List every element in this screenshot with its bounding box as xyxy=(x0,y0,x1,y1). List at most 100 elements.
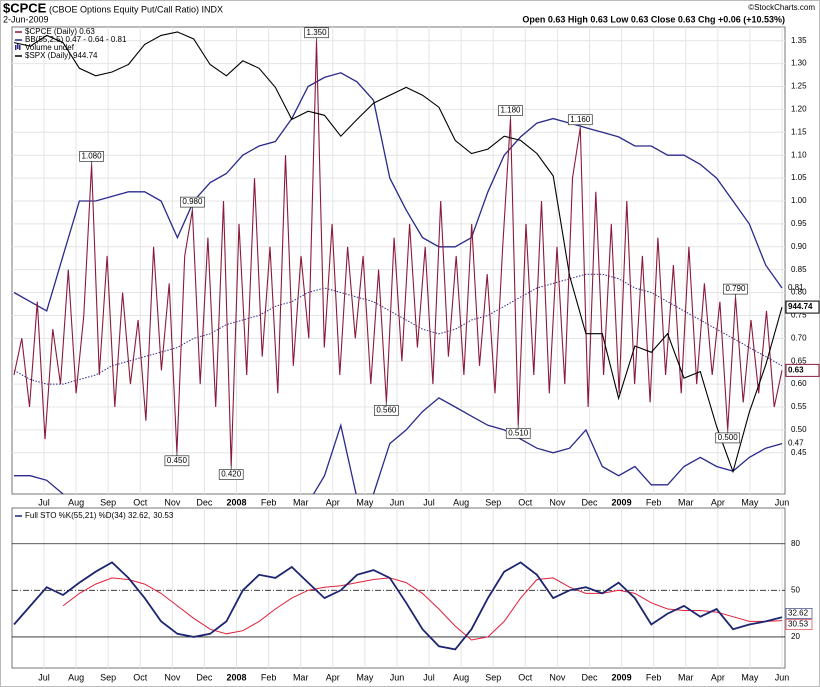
y-tick-label: 20 xyxy=(791,632,800,641)
y-tick-label: 1.35 xyxy=(791,36,807,45)
symbol: $CPCE xyxy=(3,0,47,15)
y-tick-label: 0.75 xyxy=(791,311,807,320)
value-label-box xyxy=(715,432,741,444)
value-label-box xyxy=(567,114,593,126)
quote: Open 0.63 High 0.63 Low 0.63 Close 0.63 … xyxy=(522,14,785,24)
value-label: 0.500 xyxy=(718,433,739,442)
y-tick-label: 0.70 xyxy=(791,333,807,342)
legend-label: $SPX (Daily) 944.74 xyxy=(25,51,98,60)
x-tick-label: Jul xyxy=(423,497,435,507)
x-tick-label: Oct xyxy=(133,497,148,507)
x-tick-label: Nov xyxy=(549,497,566,507)
x-tick-label: Feb xyxy=(646,497,662,507)
x-tick-label: 2009 xyxy=(612,497,632,507)
x-tick-label: Dec xyxy=(581,497,598,507)
y-tick-label: 1.00 xyxy=(791,196,807,205)
x-tick-label: Mar xyxy=(293,497,309,507)
y-tick-label: 0.80 xyxy=(791,288,807,297)
x-tick-label: May xyxy=(356,497,374,507)
value-label-box xyxy=(180,196,205,208)
y-tick-label: 1.05 xyxy=(791,173,807,182)
value-label-box xyxy=(374,405,399,416)
x-tick-label: Apr xyxy=(711,497,725,507)
x-tick-label: Jul xyxy=(423,672,435,682)
x-tick-label: Nov xyxy=(549,672,566,682)
y-tick-label: 0.90 xyxy=(791,242,807,251)
y-tick-label: 80 xyxy=(791,539,800,548)
value-label: 0.510 xyxy=(508,428,529,437)
value-label: 1.350 xyxy=(307,28,328,37)
x-tick-label: 2009 xyxy=(612,672,632,682)
legend-label: BB(55,2.5) 0.47 - 0.64 - 0.81 xyxy=(25,35,127,44)
x-tick-label: Mar xyxy=(678,497,694,507)
y-tick-label: 1.25 xyxy=(791,82,807,91)
x-tick-label: 2008 xyxy=(227,497,247,507)
y-tick-label: 0.55 xyxy=(791,402,807,411)
x-tick-label: Dec xyxy=(196,497,213,507)
value-label-box xyxy=(164,455,190,467)
y-tick-label: 0.60 xyxy=(791,379,807,388)
description: (CBOE Options Equity Put/Call Ratio) IND… xyxy=(49,4,223,14)
legend-label: Volume undef xyxy=(25,43,75,52)
y-tick-label: 1.30 xyxy=(791,59,807,68)
chart-layer: Jul Aug Sep Oct Nov Dec 2008 Feb Mar Apr May Jun Jul… xyxy=(12,27,820,682)
x-tick-label: Aug xyxy=(453,497,469,507)
x-tick-label: Sep xyxy=(485,497,501,507)
legend-icon xyxy=(19,45,21,50)
value-label: 0.790 xyxy=(725,284,746,293)
x-tick-label: Jul xyxy=(38,497,50,507)
value-label-box xyxy=(723,283,748,295)
y-tick-label: 0.95 xyxy=(791,219,807,228)
x-tick-label: Sep xyxy=(485,672,501,682)
x-tick-label: Jun xyxy=(390,672,405,682)
value-label: 0.560 xyxy=(376,406,397,415)
end-tag: 944.74 xyxy=(788,302,813,311)
x-tick-label: Mar xyxy=(293,672,309,682)
x-tick-label: Apr xyxy=(326,672,340,682)
sto-series xyxy=(13,561,783,651)
x-tick-label: Sep xyxy=(100,672,116,682)
y-tick-label: 0.50 xyxy=(791,425,807,434)
x-tick-label: Jun xyxy=(390,497,405,507)
x-tick-label: Feb xyxy=(646,672,662,682)
value-label-box xyxy=(505,427,531,439)
sto-plot-area xyxy=(11,507,786,669)
x-tick-label: Dec xyxy=(581,672,598,682)
sto-title: Full STO %K(55,21) %D(34) 32.62, xyxy=(25,511,150,520)
value-label-box xyxy=(304,27,329,39)
value-label: 0.420 xyxy=(221,470,242,479)
value-label-box xyxy=(498,105,523,116)
value-label-box xyxy=(218,469,244,480)
x-tick-label: Dec xyxy=(196,672,213,682)
sto-line xyxy=(62,577,783,641)
sto-title-d: 30.53 xyxy=(153,511,174,520)
end-tag-box xyxy=(785,608,813,619)
end-tag-box xyxy=(785,300,820,314)
value-label: 1.080 xyxy=(82,151,103,160)
x-tick-label: May xyxy=(741,672,759,682)
x-tick-label: Oct xyxy=(518,672,533,682)
x-tick-label: Oct xyxy=(518,497,533,507)
main-series xyxy=(13,31,783,494)
x-tick-label: Jun xyxy=(775,672,790,682)
value-label: 1.180 xyxy=(500,106,521,115)
sto-line xyxy=(13,561,783,651)
x-tick-label: Nov xyxy=(164,672,181,682)
legend-icon xyxy=(17,44,19,49)
main-plot-area xyxy=(11,26,786,495)
series-line xyxy=(13,40,783,467)
x-tick-label: Apr xyxy=(326,497,340,507)
x-tick-label: Feb xyxy=(261,672,277,682)
value-label-box xyxy=(79,151,104,162)
x-tick-label: Aug xyxy=(68,672,84,682)
value-label: 0.980 xyxy=(182,197,203,206)
x-tick-label: Oct xyxy=(133,672,148,682)
end-tag: 0.81 xyxy=(788,283,804,292)
end-tag-box xyxy=(785,619,813,630)
x-tick-label: May xyxy=(741,497,759,507)
x-tick-label: Apr xyxy=(711,672,725,682)
y-tick-label: 0.45 xyxy=(791,448,807,457)
x-tick-label: May xyxy=(356,672,374,682)
y-tick-label: 1.10 xyxy=(791,150,807,159)
